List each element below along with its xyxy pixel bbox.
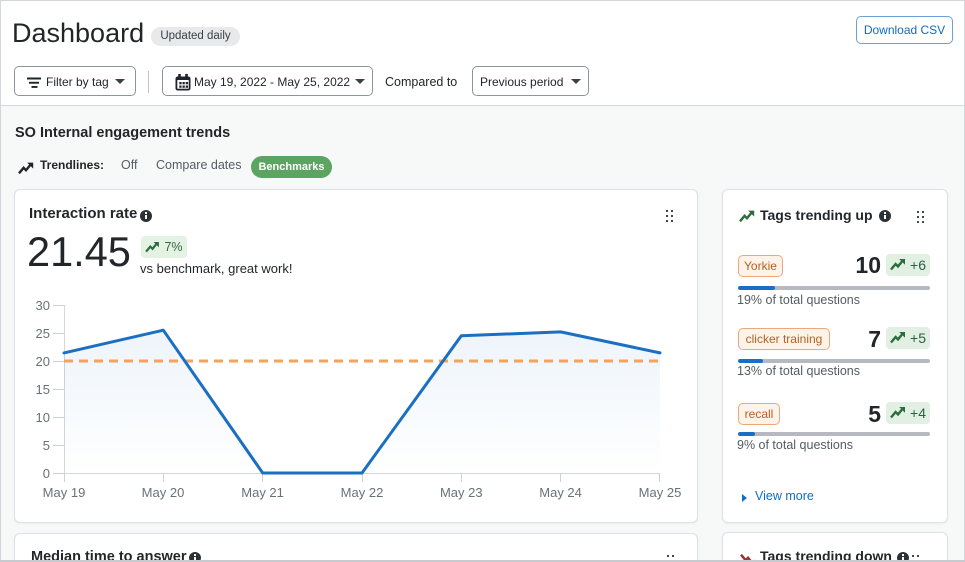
svg-text:May 19: May 19 [43,485,86,500]
svg-text:20: 20 [36,354,50,369]
svg-text:30: 30 [36,298,50,313]
svg-text:May 25: May 25 [639,485,682,500]
svg-text:0: 0 [43,466,50,481]
svg-text:May 22: May 22 [341,485,384,500]
svg-text:25: 25 [36,326,50,341]
svg-text:May 24: May 24 [539,485,582,500]
svg-text:May 20: May 20 [142,485,185,500]
svg-text:May 23: May 23 [440,485,483,500]
svg-text:10: 10 [36,410,50,425]
svg-text:5: 5 [43,438,50,453]
svg-text:May 21: May 21 [241,485,284,500]
svg-text:15: 15 [36,382,50,397]
